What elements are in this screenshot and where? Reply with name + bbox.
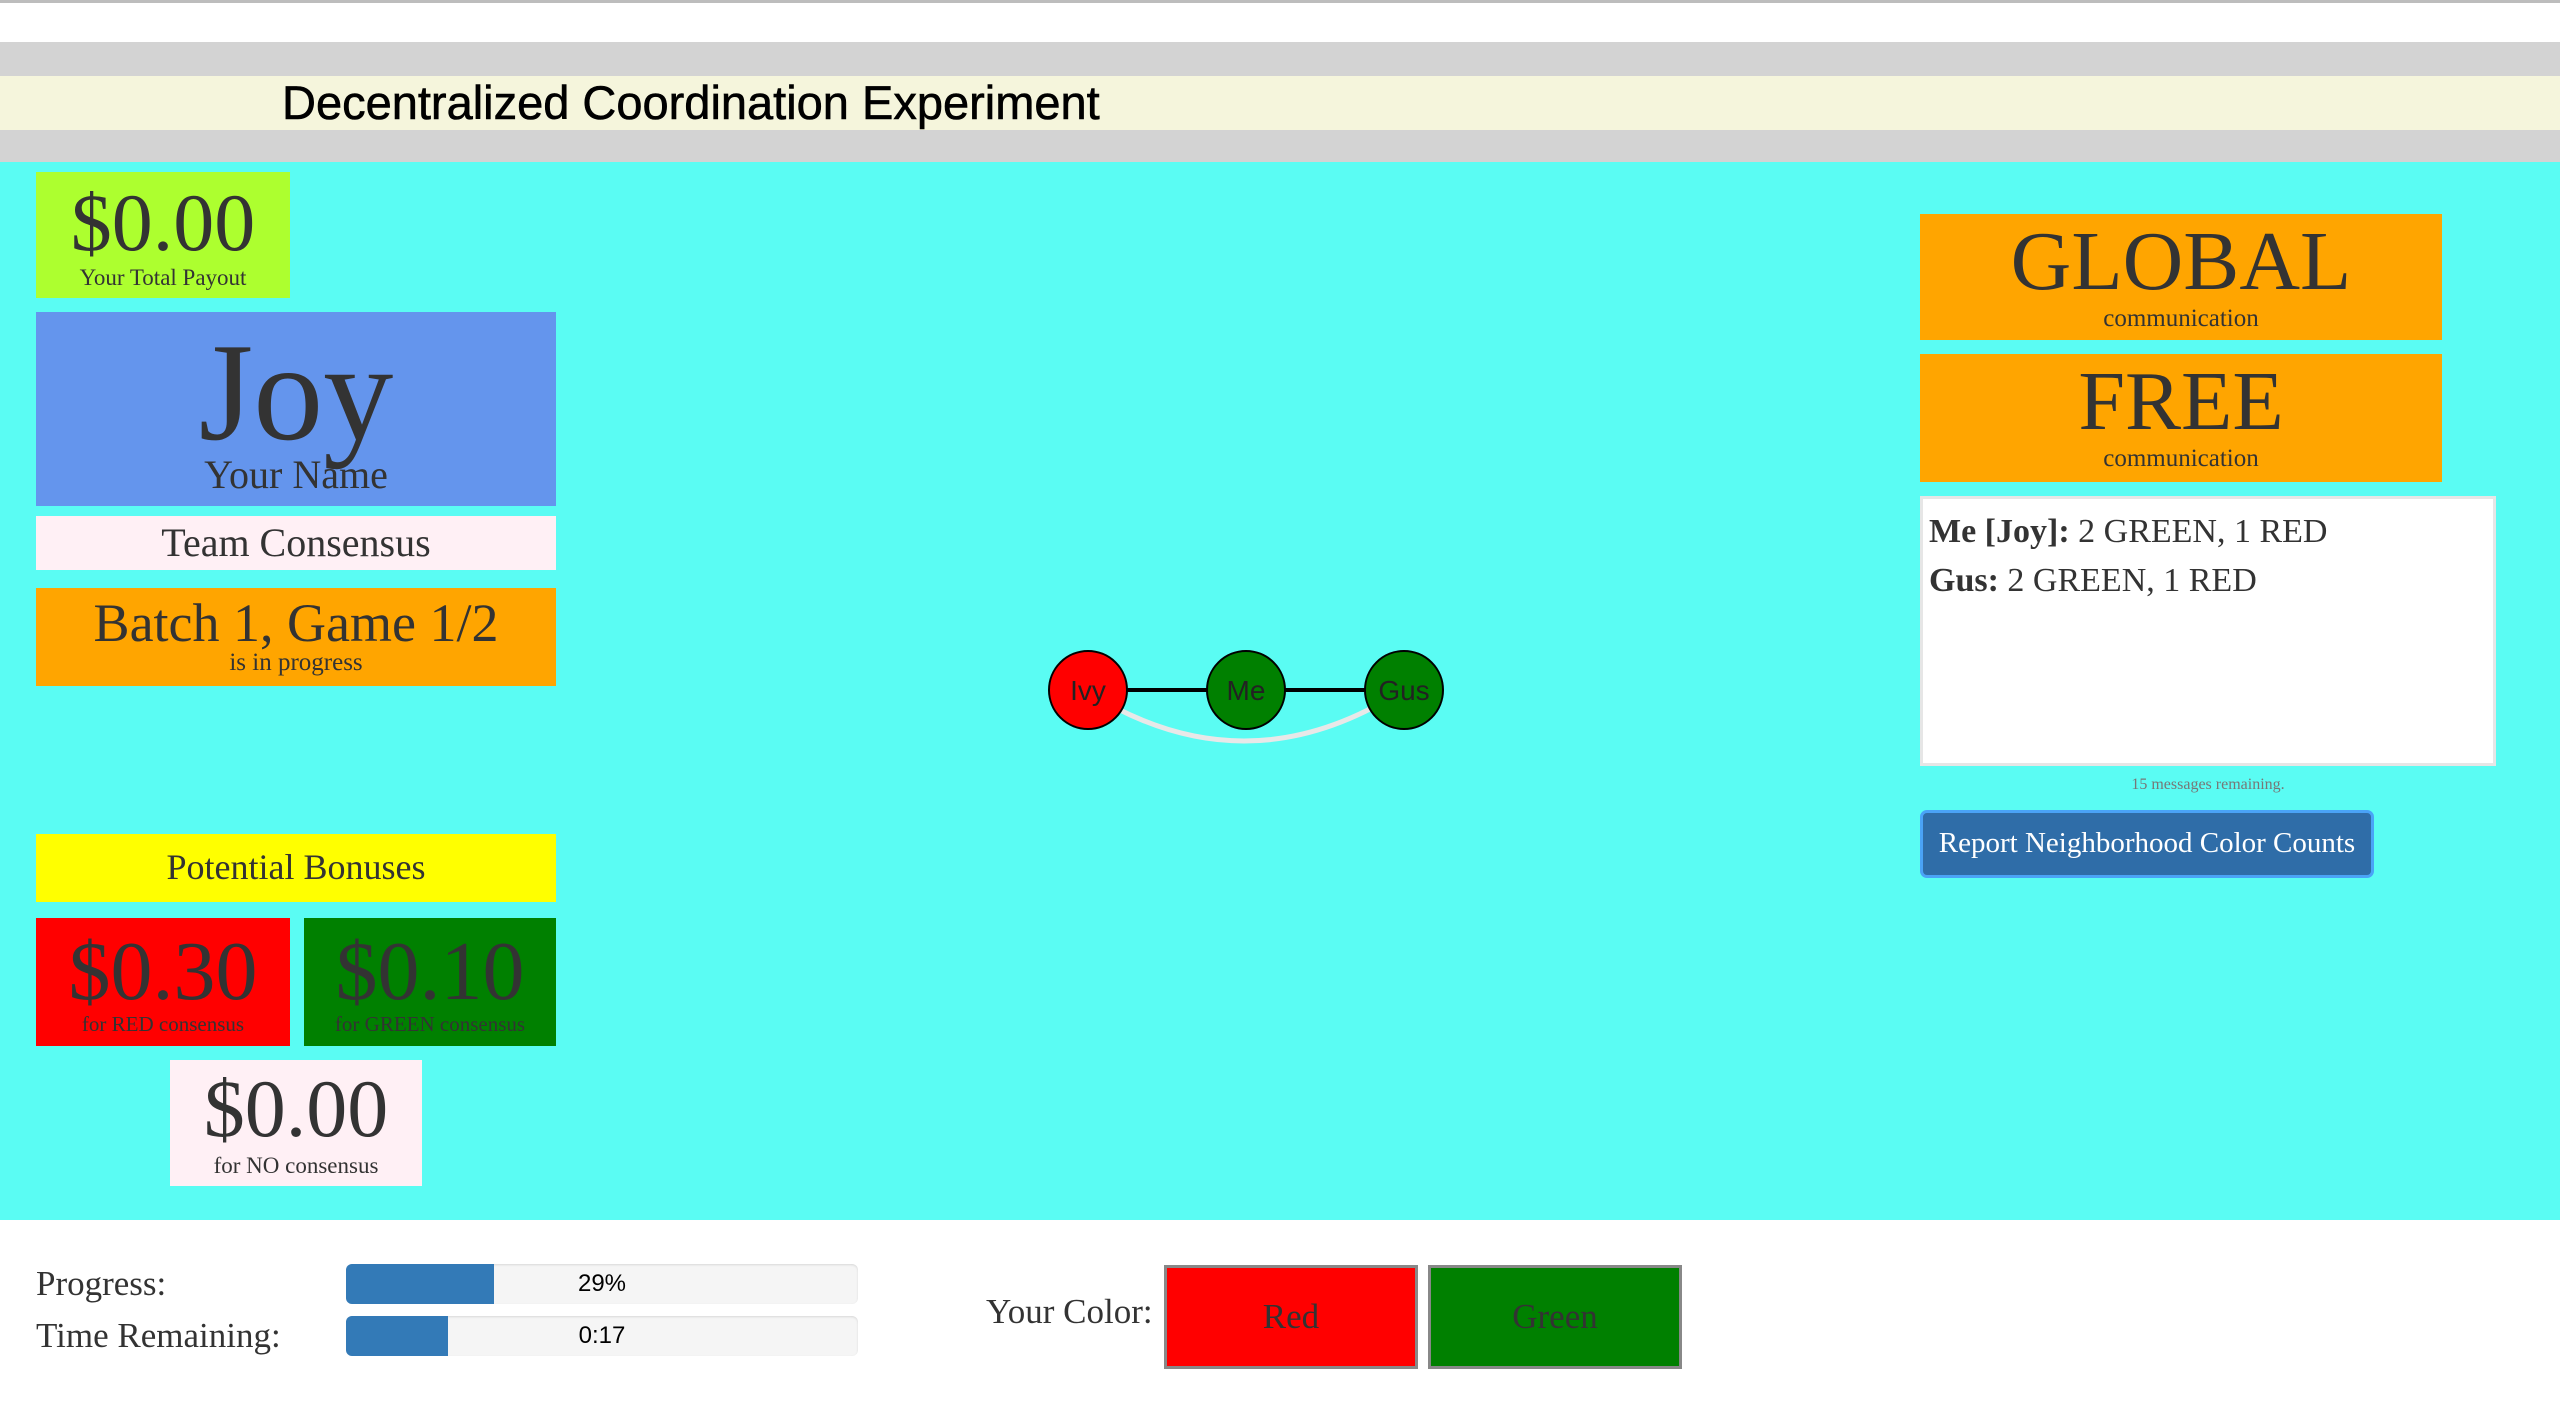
- choose-green-button[interactable]: Green: [1428, 1265, 1682, 1369]
- green-bonus-panel: $0.10 for GREEN consensus: [304, 918, 556, 1046]
- no-consensus-amount: $0.00: [203, 1063, 389, 1154]
- time-remaining-fill: [346, 1316, 449, 1356]
- red-bonus-label: for RED consensus: [81, 1012, 245, 1036]
- network-node-gus: Gus: [1364, 650, 1444, 730]
- choose-red-button[interactable]: Red: [1164, 1265, 1418, 1369]
- top-border: [0, 0, 2560, 3]
- red-bonus-panel: $0.30 for RED consensus: [36, 918, 290, 1046]
- network-node-label: Ivy: [1070, 675, 1106, 706]
- communication-scope-label: communication: [2103, 305, 2259, 332]
- message-item: Gus: 2 GREEN, 1 RED: [1929, 556, 2487, 605]
- message-text: 2 GREEN, 1 RED: [1998, 562, 2257, 599]
- messages-remaining: 15 messages remaining.: [2131, 776, 2285, 793]
- time-remaining-text: 0:17: [578, 1322, 626, 1349]
- communication-type: FREE: [2078, 355, 2284, 448]
- bonuses-heading: Potential Bonuses: [36, 834, 556, 902]
- communication-scope-panel: GLOBAL communication: [1920, 214, 2442, 340]
- message-sender: Gus:: [1929, 562, 1999, 599]
- red-bonus-amount: $0.30: [68, 925, 258, 1018]
- green-bonus-amount: $0.10: [335, 925, 525, 1018]
- communication-type-label: communication: [2103, 445, 2259, 472]
- network-node-label: Gus: [1378, 675, 1429, 706]
- network-edge-ivy-gus: [1086, 689, 1402, 744]
- batch-status: is in progress: [229, 649, 363, 676]
- total-payout-label: Your Total Payout: [79, 265, 247, 290]
- green-bonus-label: for GREEN consensus: [334, 1012, 526, 1036]
- time-remaining-bar: 0:17: [346, 1316, 858, 1356]
- game-mode-label: Team Consensus: [36, 516, 556, 570]
- player-name-label: Your Name: [204, 452, 388, 497]
- progress-text: 29%: [577, 1270, 627, 1297]
- title-bar: [0, 76, 2560, 130]
- page-title: Decentralized Coordination Experiment: [282, 76, 1100, 130]
- communication-scope: GLOBAL: [2010, 215, 2352, 308]
- no-consensus-label: for NO consensus: [213, 1153, 379, 1178]
- network-node-me: Me: [1206, 650, 1286, 730]
- player-name-panel: Joy Your Name: [36, 312, 556, 506]
- time-remaining-label: Time Remaining:: [36, 1316, 281, 1355]
- neighbor-network: Ivy Me Gus: [1048, 650, 1444, 744]
- no-consensus-bonus-panel: $0.00 for NO consensus: [170, 1060, 422, 1186]
- message-sender: Me [Joy]:: [1929, 513, 2070, 550]
- report-color-counts-button[interactable]: Report Neighborhood Color Counts: [1920, 810, 2374, 878]
- total-payout-panel: $0.00 Your Total Payout: [36, 172, 290, 298]
- progress-fill: [346, 1264, 495, 1304]
- progress-bar: 29%: [346, 1264, 858, 1304]
- batch-status-panel: Batch 1, Game 1/2 is in progress: [36, 588, 556, 686]
- progress-label: Progress:: [36, 1264, 167, 1303]
- total-payout-amount: $0.00: [70, 177, 256, 268]
- your-color-label: Your Color:: [986, 1292, 1153, 1331]
- batch-title: Batch 1, Game 1/2: [93, 593, 499, 653]
- message-log[interactable]: Me [Joy]: 2 GREEN, 1 RED Gus: 2 GREEN, 1…: [1920, 496, 2496, 766]
- player-name: Joy: [198, 315, 394, 470]
- message-text: 2 GREEN, 1 RED: [2069, 513, 2328, 550]
- message-item: Me [Joy]: 2 GREEN, 1 RED: [1929, 507, 2487, 556]
- communication-type-panel: FREE communication: [1920, 354, 2442, 482]
- network-node-label: Me: [1227, 675, 1266, 706]
- network-node-ivy: Ivy: [1048, 650, 1128, 730]
